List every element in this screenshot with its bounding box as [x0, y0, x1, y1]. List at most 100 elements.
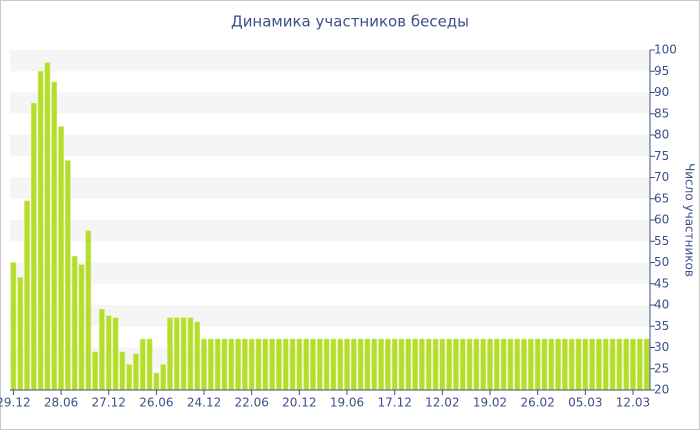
bar — [262, 338, 269, 391]
y-tick-label: 50 — [654, 255, 669, 269]
bar — [37, 71, 44, 391]
x-tick-label: 27.12 — [92, 396, 126, 410]
x-tick-label: 28.06 — [44, 396, 78, 410]
bar — [214, 338, 221, 391]
bar — [201, 338, 207, 391]
bar — [139, 338, 146, 391]
bar — [337, 338, 344, 391]
bar — [105, 315, 112, 391]
bar — [439, 338, 446, 391]
bar — [133, 353, 139, 391]
bar — [269, 338, 275, 391]
bar — [187, 317, 194, 391]
x-tick-label: 24.12 — [187, 396, 221, 410]
x-tick-label: 26.02 — [520, 396, 554, 410]
x-tick-label: 19.02 — [473, 396, 507, 410]
bar — [364, 338, 371, 391]
bar — [92, 351, 98, 391]
bar — [493, 338, 500, 391]
bar — [126, 364, 132, 391]
bar — [541, 338, 548, 391]
bar — [78, 264, 85, 391]
y-tick-label: 65 — [654, 191, 669, 205]
bar — [575, 338, 582, 391]
bar — [459, 338, 466, 391]
bar — [221, 338, 228, 391]
bar — [466, 338, 473, 391]
bar — [398, 338, 405, 391]
bar — [378, 338, 384, 391]
bar — [173, 317, 180, 391]
bar — [71, 255, 78, 391]
bar — [310, 338, 316, 391]
y-tick-label: 55 — [654, 234, 669, 248]
bar — [385, 338, 391, 391]
bar — [643, 338, 650, 391]
bar — [453, 338, 459, 391]
bar — [405, 338, 412, 391]
bar — [255, 338, 262, 391]
bar — [582, 338, 589, 391]
bar — [65, 160, 71, 391]
bar — [514, 338, 521, 391]
bar — [228, 338, 235, 391]
y-tick-label: 40 — [654, 298, 669, 312]
x-tick-label: 20.12 — [282, 396, 316, 410]
y-tick-label: 30 — [654, 340, 669, 354]
x-tick-label: 17.12 — [378, 396, 412, 410]
bar — [208, 338, 214, 391]
x-tick-label: 22.06 — [235, 396, 269, 410]
chart-title: Динамика участников беседы — [231, 13, 469, 31]
bar — [480, 338, 487, 391]
y-tick-label: 95 — [654, 64, 669, 78]
bar — [242, 338, 248, 391]
y-tick-label: 45 — [654, 276, 669, 290]
bar — [235, 338, 241, 391]
grid-band — [10, 50, 650, 72]
grid-band — [10, 177, 650, 199]
bar — [534, 338, 541, 391]
bar — [85, 230, 92, 391]
y-tick-label: 75 — [654, 149, 669, 163]
bar — [602, 338, 609, 391]
bar — [616, 338, 623, 391]
bar — [419, 338, 425, 391]
bar — [357, 338, 364, 391]
bar — [316, 338, 323, 391]
bar — [432, 338, 439, 391]
bar — [507, 338, 514, 391]
bar — [425, 338, 432, 391]
bar — [609, 338, 616, 391]
bar — [160, 364, 167, 391]
bar — [112, 317, 119, 391]
bar — [10, 262, 17, 391]
bar — [17, 277, 24, 391]
bar — [289, 338, 296, 391]
bar — [146, 338, 153, 391]
bar — [24, 200, 30, 391]
bar — [391, 338, 398, 391]
x-tick-label: 12.02 — [425, 396, 459, 410]
bar — [630, 338, 636, 391]
bar — [344, 338, 350, 391]
y-tick-label: 60 — [654, 213, 669, 227]
y-tick-label: 90 — [654, 85, 669, 99]
bar — [596, 338, 602, 391]
bar — [623, 338, 630, 391]
bar — [568, 338, 575, 391]
bar — [51, 81, 58, 391]
bar — [167, 317, 173, 391]
bar — [303, 338, 310, 391]
bar — [555, 338, 561, 391]
bar — [446, 338, 452, 391]
bar — [500, 338, 507, 391]
x-tick-label: 29.12 — [0, 396, 31, 410]
bar — [548, 338, 555, 391]
bar — [636, 338, 643, 391]
bar — [412, 338, 418, 391]
bar — [58, 126, 64, 391]
bar — [371, 338, 378, 391]
bar — [248, 338, 255, 391]
grid-band — [10, 135, 650, 157]
